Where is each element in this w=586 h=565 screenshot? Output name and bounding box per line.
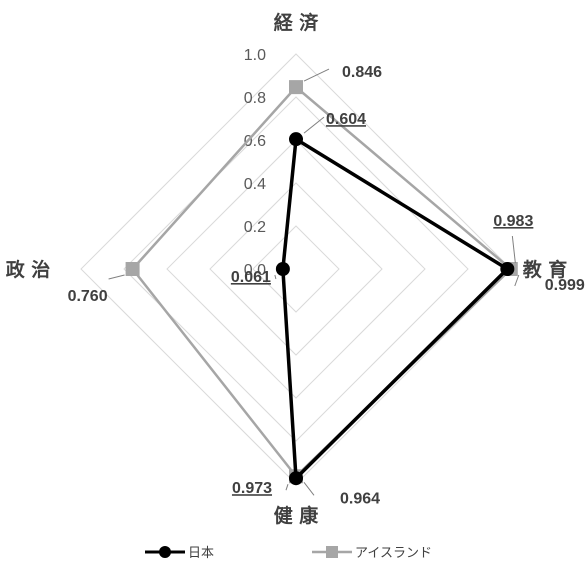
- value-leader-lines: [108, 68, 520, 496]
- axis-label: 経 済: [274, 11, 320, 34]
- grid-ring: [209, 182, 383, 356]
- axis-label: 政 治: [6, 258, 51, 281]
- axis-labels: 経 済教 育健 康 政 治: [6, 11, 568, 527]
- leader-line: [303, 68, 330, 82]
- data-point: [275, 262, 290, 276]
- legend: 日本 アイスランド: [145, 546, 432, 561]
- legend-label: アイスランド: [355, 546, 432, 561]
- grid-ring: [166, 139, 426, 399]
- value-label: 0.604: [326, 111, 366, 128]
- tick-label: 0.8: [244, 90, 266, 107]
- data-series: [125, 80, 518, 486]
- data-point: [500, 262, 515, 276]
- value-label: 0.846: [342, 64, 382, 81]
- series-line: [131, 85, 513, 478]
- value-label: 0.999: [545, 277, 585, 294]
- value-label: 0.964: [340, 490, 380, 507]
- leader-line: [274, 274, 277, 280]
- legend-marker: [159, 546, 171, 558]
- tick-label: 0.0: [244, 262, 266, 279]
- leader-line: [108, 274, 125, 280]
- leader-line: [514, 274, 520, 287]
- value-label: 0.061: [231, 269, 271, 286]
- tick-label: 1.0: [244, 47, 266, 64]
- axis-label: 健 康: [274, 504, 320, 527]
- value-label: 0.760: [68, 288, 108, 305]
- leader-line: [303, 116, 325, 134]
- tick-label: 0.4: [244, 176, 266, 193]
- legend-marker: [326, 546, 338, 558]
- grid-ring: [80, 53, 512, 485]
- grid-ring: [123, 96, 469, 442]
- data-point: [289, 80, 303, 95]
- value-labels: 0.604 0.983 0.973 0.061 0.846 0.999 0.964 0.760: [68, 64, 585, 507]
- tick-label: 0.2: [244, 219, 266, 236]
- legend-label: 日本: [188, 546, 214, 561]
- data-point: [289, 471, 303, 486]
- value-label: 0.973: [232, 480, 272, 497]
- data-point: [289, 132, 303, 147]
- radar-grid: [80, 53, 512, 485]
- leader-line: [303, 481, 315, 496]
- leader-line: [285, 484, 289, 491]
- grid-ring: [252, 225, 340, 313]
- leader-line: [511, 235, 516, 264]
- data-point: [125, 262, 140, 276]
- tick-labels: 0.00.20.40.60.81.0: [244, 47, 266, 279]
- series-line: [281, 137, 510, 480]
- axis-label: 教 育: [523, 258, 568, 281]
- value-label: 0.983: [493, 213, 533, 230]
